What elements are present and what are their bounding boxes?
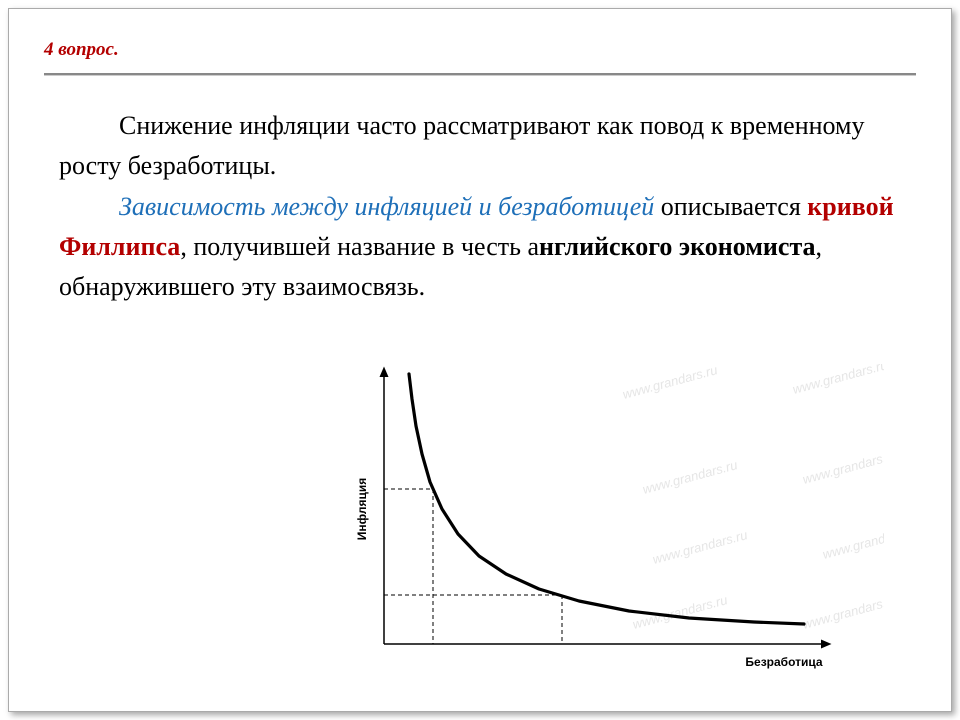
p2-seg2: описывается [654,192,807,221]
svg-text:www.grandars.ru: www.grandars.ru [641,457,739,497]
body-text: Снижение инфляции часто рассматривают ка… [9,76,951,307]
chart-svg: www.grandars.ru www.grandars.ru www.granda… [294,364,884,684]
svg-text:www.grandars.ru: www.grandars.ru [651,527,749,567]
svg-text:Инфляция: Инфляция [355,478,369,540]
svg-text:www.grandars.ru: www.grandars.ru [821,522,884,562]
phillips-curve-chart: www.grandars.ru www.grandars.ru www.granda… [294,364,884,684]
svg-text:www.grandars.ru: www.grandars.ru [801,592,884,632]
slide-header: 4 вопрос. [9,9,951,69]
header-text: 4 вопрос. [44,39,119,60]
paragraph-1: Снижение инфляции часто рассматривают ка… [59,106,901,187]
p2-seg1: Зависимость между инфляцией и безработиц… [119,192,654,221]
slide: 4 вопрос. Снижение инфляции часто рассма… [8,8,952,712]
paragraph-2: Зависимость между инфляцией и безработиц… [59,187,901,308]
p2-seg5: нглийского экономиста [539,232,816,261]
p2-seg4: , получившей название в честь а [180,232,539,261]
svg-text:www.grandars.ru: www.grandars.ru [791,364,884,397]
svg-text:www.grandars.ru: www.grandars.ru [801,447,884,487]
svg-text:www.grandars.ru: www.grandars.ru [621,364,719,402]
svg-text:Безработица: Безработица [745,655,822,669]
